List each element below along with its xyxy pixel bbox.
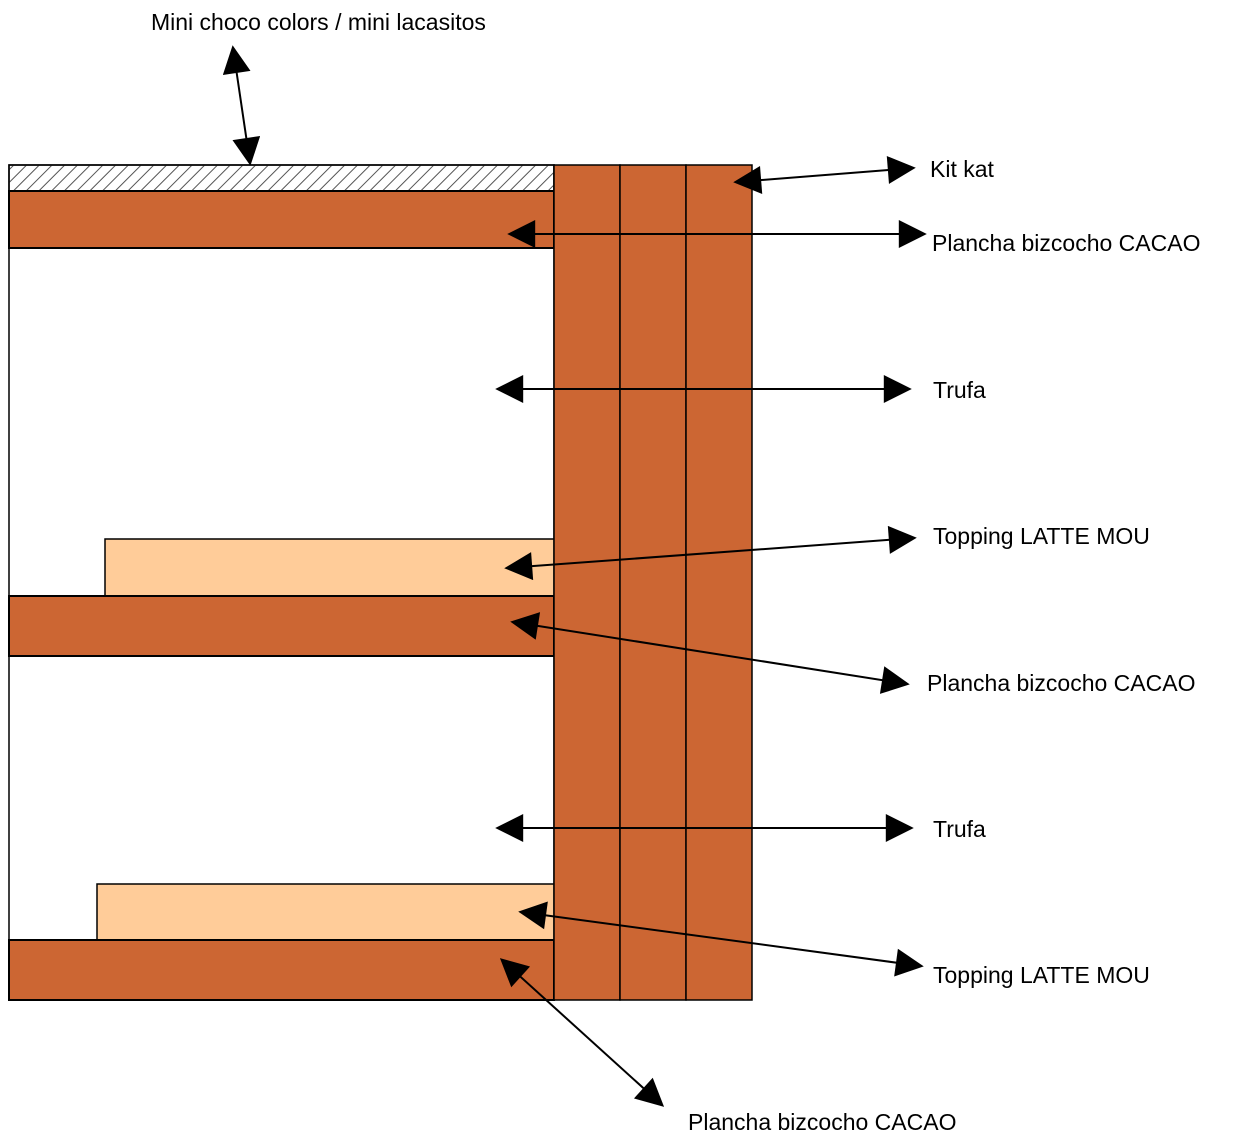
label-sponge-middle: Plancha bizcocho CACAO bbox=[927, 670, 1195, 696]
label-sponge-top: Plancha bizcocho CACAO bbox=[932, 230, 1200, 256]
label-topping-upper: Topping LATTE MOU bbox=[933, 523, 1150, 549]
arrow-topping-upper bbox=[504, 525, 917, 581]
arrow-kitkat bbox=[733, 156, 916, 194]
arrow-sponge-bottom bbox=[499, 958, 665, 1107]
label-kitkat: Kit kat bbox=[930, 156, 995, 182]
label-truffle-upper: Trufa bbox=[933, 377, 986, 403]
sponge-layer-bottom bbox=[8, 939, 555, 1001]
kitkat-bar-3 bbox=[685, 164, 753, 1001]
topping-layer-upper bbox=[104, 538, 555, 597]
sponge-layer-top bbox=[8, 190, 555, 249]
topping-layer-lower bbox=[96, 883, 555, 941]
label-sprinkles: Mini choco colors / mini lacasitos bbox=[151, 9, 486, 35]
arrow-sprinkles bbox=[222, 45, 261, 166]
label-truffle-lower: Trufa bbox=[933, 816, 986, 842]
arrow-sponge-middle bbox=[510, 612, 910, 694]
sponge-layer-middle bbox=[8, 595, 555, 657]
sprinkles-layer bbox=[8, 164, 555, 192]
kitkat-bar-1 bbox=[553, 164, 621, 1001]
label-sponge-bottom: Plancha bizcocho CACAO bbox=[688, 1109, 956, 1135]
kitkat-wall bbox=[553, 164, 753, 1001]
arrow-topping-lower bbox=[518, 901, 924, 977]
kitkat-bar-2 bbox=[619, 164, 687, 1001]
label-topping-lower: Topping LATTE MOU bbox=[933, 962, 1150, 988]
